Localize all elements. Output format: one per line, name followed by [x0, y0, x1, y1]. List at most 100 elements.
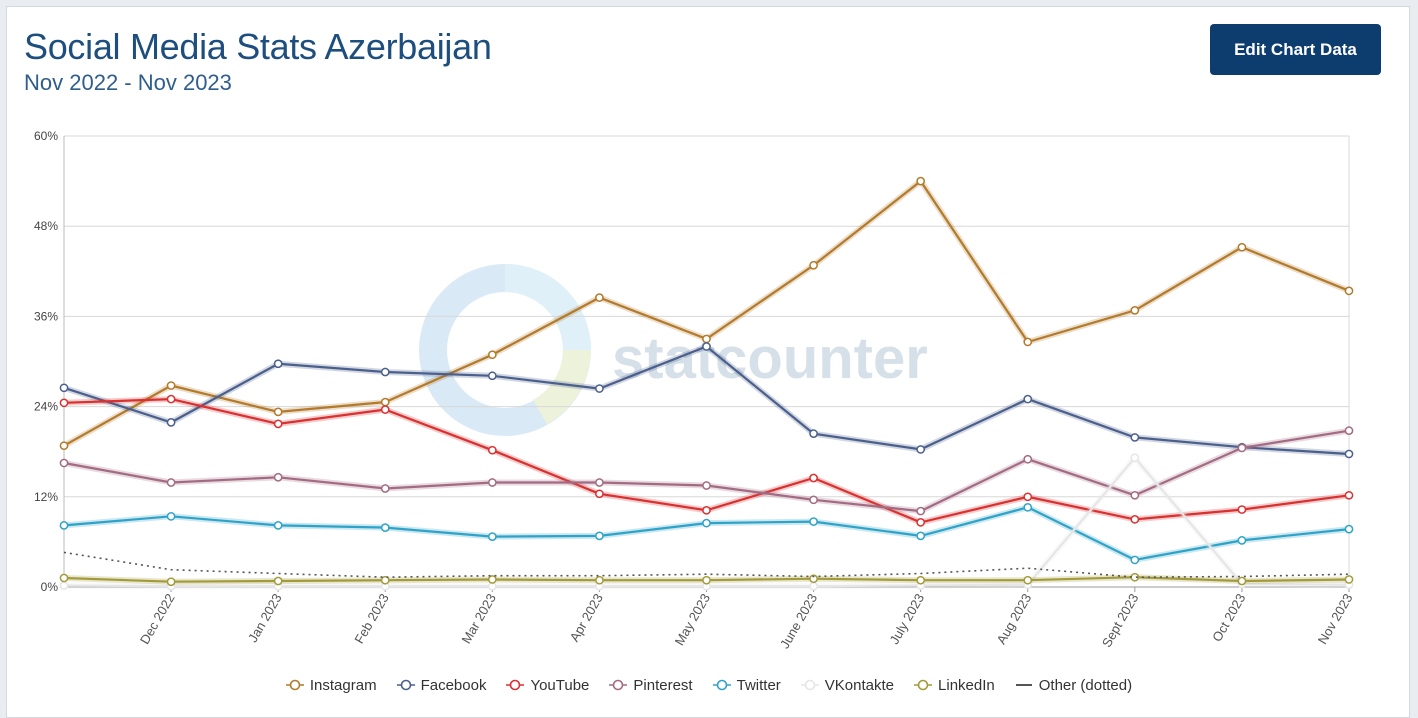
data-point-pinterest[interactable]: [1023, 454, 1033, 464]
data-point-youtube[interactable]: [1344, 490, 1354, 500]
data-point-facebook[interactable]: [59, 383, 69, 393]
data-point-twitter[interactable]: [273, 521, 283, 530]
data-point-instagram[interactable]: [273, 407, 283, 417]
data-point-pinterest[interactable]: [916, 506, 926, 516]
data-point-instagram[interactable]: [702, 334, 711, 344]
data-point-pinterest[interactable]: [166, 478, 176, 487]
data-point-twitter[interactable]: [1023, 502, 1033, 512]
data-point-facebook[interactable]: [1344, 449, 1354, 459]
data-point-youtube[interactable]: [273, 419, 283, 429]
data-point-twitter[interactable]: [702, 518, 711, 528]
data-point-instagram[interactable]: [1130, 306, 1140, 315]
data-point-twitter[interactable]: [487, 532, 497, 541]
legend-item-instagram[interactable]: Instagram: [285, 677, 377, 694]
edit-chart-data-button[interactable]: Edit Chart Data: [1210, 24, 1381, 75]
data-point-twitter[interactable]: [380, 523, 390, 532]
data-point-twitter[interactable]: [1237, 536, 1247, 545]
data-point-linkedin[interactable]: [595, 575, 604, 585]
x-tick-label: Feb 2023: [351, 591, 391, 646]
data-point-youtube[interactable]: [1023, 492, 1033, 502]
data-point-pinterest[interactable]: [1130, 490, 1140, 500]
data-point-twitter[interactable]: [166, 511, 176, 521]
data-point-pinterest[interactable]: [380, 484, 390, 493]
data-point-instagram[interactable]: [1023, 337, 1033, 347]
data-point-facebook[interactable]: [166, 418, 176, 427]
data-point-linkedin[interactable]: [166, 577, 176, 587]
data-point-instagram[interactable]: [380, 397, 390, 407]
data-point-linkedin[interactable]: [273, 576, 283, 586]
data-point-twitter[interactable]: [595, 531, 604, 541]
data-point-vkontakte[interactable]: [1130, 453, 1140, 463]
data-point-pinterest[interactable]: [1344, 426, 1354, 436]
data-point-pinterest[interactable]: [702, 481, 711, 490]
data-point-youtube[interactable]: [595, 489, 604, 499]
data-point-instagram[interactable]: [59, 441, 69, 451]
data-point-youtube[interactable]: [809, 473, 818, 483]
data-point-linkedin[interactable]: [702, 575, 711, 585]
legend-item-pinterest[interactable]: Pinterest: [609, 676, 693, 694]
series-glow-youtube: [63, 396, 1350, 526]
data-point-facebook[interactable]: [916, 445, 926, 454]
legend-label: Twitter: [736, 676, 781, 694]
x-tick-label: Dec 2022: [137, 591, 178, 647]
data-point-pinterest[interactable]: [487, 478, 497, 487]
data-point-pinterest[interactable]: [59, 458, 69, 468]
data-point-pinterest[interactable]: [1237, 443, 1247, 453]
legend-item-facebook[interactable]: Facebook: [396, 677, 486, 694]
legend-label: Pinterest: [633, 676, 693, 694]
data-point-instagram[interactable]: [166, 381, 176, 390]
data-point-facebook[interactable]: [1130, 433, 1140, 442]
data-point-vkontakte[interactable]: [809, 581, 818, 591]
legend-item-other-dotted[interactable]: Other (dotted): [1015, 677, 1132, 694]
data-point-twitter[interactable]: [59, 521, 69, 530]
data-point-linkedin[interactable]: [380, 575, 390, 585]
x-tick-label: June 2023: [777, 591, 820, 651]
data-point-facebook[interactable]: [809, 429, 818, 439]
data-point-facebook[interactable]: [487, 371, 497, 381]
data-point-pinterest[interactable]: [595, 478, 604, 487]
legend-marker-icon: [712, 679, 731, 691]
data-point-youtube[interactable]: [59, 398, 69, 408]
data-point-linkedin[interactable]: [1237, 576, 1247, 586]
data-point-facebook[interactable]: [273, 359, 283, 369]
data-point-youtube[interactable]: [166, 394, 176, 404]
data-point-youtube[interactable]: [380, 405, 390, 414]
legend-item-twitter[interactable]: Twitter: [712, 676, 781, 694]
data-point-instagram[interactable]: [809, 260, 818, 270]
data-point-youtube[interactable]: [702, 505, 711, 515]
series-glow-pinterest: [63, 427, 1350, 515]
data-point-linkedin[interactable]: [59, 573, 69, 583]
data-point-facebook[interactable]: [702, 342, 711, 351]
data-point-youtube[interactable]: [916, 518, 926, 527]
legend-label: VKontakte: [824, 676, 895, 694]
legend-item-linkedin[interactable]: LinkedIn: [914, 677, 995, 694]
data-point-youtube[interactable]: [1130, 515, 1140, 524]
data-point-pinterest[interactable]: [273, 472, 283, 482]
data-point-facebook[interactable]: [1023, 394, 1033, 404]
data-point-twitter[interactable]: [1344, 524, 1354, 534]
data-point-vkontakte[interactable]: [59, 581, 69, 590]
legend-item-youtube[interactable]: YouTube: [506, 677, 589, 694]
data-point-twitter[interactable]: [916, 531, 926, 541]
data-point-twitter[interactable]: [1130, 555, 1140, 565]
series-line-pinterest: [63, 429, 1350, 513]
data-point-instagram[interactable]: [487, 350, 497, 360]
data-point-linkedin[interactable]: [1023, 575, 1033, 585]
data-point-facebook[interactable]: [595, 384, 604, 393]
data-point-instagram[interactable]: [1344, 286, 1354, 296]
data-point-twitter[interactable]: [809, 517, 818, 526]
data-point-pinterest[interactable]: [809, 495, 818, 505]
legend-label: LinkedIn: [938, 676, 995, 694]
data-point-instagram[interactable]: [916, 176, 926, 186]
x-tick-label: Apr 2023: [567, 591, 606, 644]
legend-item-vkontakte[interactable]: VKontakte: [800, 676, 895, 694]
data-point-linkedin[interactable]: [809, 574, 818, 584]
data-point-instagram[interactable]: [1237, 242, 1247, 252]
data-point-linkedin[interactable]: [487, 575, 497, 584]
data-point-linkedin[interactable]: [1344, 575, 1354, 584]
data-point-linkedin[interactable]: [916, 575, 926, 585]
data-point-youtube[interactable]: [1237, 505, 1247, 514]
data-point-instagram[interactable]: [595, 293, 604, 302]
data-point-facebook[interactable]: [380, 367, 390, 377]
data-point-youtube[interactable]: [487, 445, 497, 455]
